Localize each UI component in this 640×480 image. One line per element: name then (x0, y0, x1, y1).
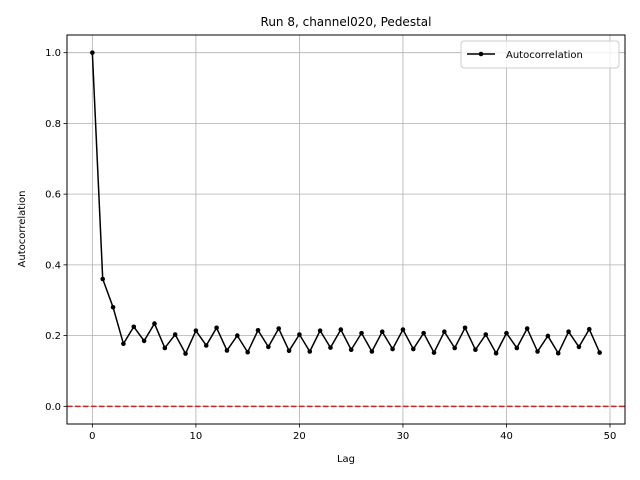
y-tick-label: 0.0 (45, 402, 61, 413)
legend-label: Autocorrelation (506, 50, 583, 61)
data-point (586, 326, 592, 332)
data-point (535, 349, 540, 354)
data-point (90, 50, 95, 55)
data-point (452, 345, 458, 351)
data-point (162, 345, 168, 351)
data-point (359, 330, 364, 336)
data-point (193, 328, 199, 333)
data-point (100, 276, 106, 282)
x-tick-label: 0 (89, 431, 95, 442)
data-point (245, 349, 250, 355)
legend-frame (460, 40, 620, 69)
data-point (214, 325, 219, 331)
data-point (297, 332, 302, 337)
x-tick-label: 40 (500, 431, 513, 442)
y-tick-label: 1.0 (45, 48, 61, 59)
data-point (545, 333, 551, 339)
data-point (234, 333, 240, 338)
data-point (307, 349, 313, 354)
data-point (597, 350, 602, 355)
data-point (276, 326, 282, 331)
data-point (493, 350, 499, 356)
data-point (555, 350, 561, 356)
x-tick-label: 50 (604, 431, 617, 442)
data-point (421, 330, 426, 336)
data-point (410, 346, 416, 352)
data-point (514, 345, 520, 351)
data-point (369, 349, 375, 354)
y-tick-label: 0.6 (45, 190, 61, 201)
data-point (141, 338, 147, 344)
data-point (576, 344, 582, 350)
axis-ticks: 0 10 20 30 40 50 0.0 0.2 0.4 0.6 0.8 1.0 (45, 48, 616, 442)
chart-title: Run 8, channel020, Pedestal (261, 15, 432, 29)
x-tick-label: 30 (397, 431, 410, 442)
data-point (504, 330, 509, 336)
legend: Autocorrelation (460, 40, 620, 69)
data-point (462, 325, 468, 331)
data-point (524, 326, 530, 331)
data-point (224, 348, 230, 353)
plot-area-frame (66, 34, 626, 425)
legend-marker-swatch (478, 51, 484, 57)
data-point (338, 327, 344, 332)
data-point (152, 321, 157, 326)
data-point (121, 341, 126, 347)
x-tick-label: 10 (190, 431, 203, 442)
data-point (131, 324, 137, 330)
data-point (110, 305, 116, 310)
y-tick-label: 0.2 (45, 331, 61, 342)
y-tick-label: 0.4 (45, 260, 61, 271)
x-tick-label: 20 (293, 431, 306, 442)
autocorrelation-series-line (91, 52, 601, 355)
data-point (483, 332, 489, 337)
data-point (203, 343, 209, 348)
y-axis-label: Autocorrelation (17, 191, 28, 268)
data-point (566, 329, 571, 335)
data-point (442, 329, 447, 335)
data-point (172, 332, 178, 337)
data-point (390, 346, 395, 352)
data-point (400, 327, 406, 332)
data-point (255, 327, 261, 333)
x-axis-label: Lag (337, 454, 355, 465)
data-point (286, 348, 292, 354)
data-point (431, 350, 437, 355)
data-point (266, 344, 271, 350)
data-point (348, 347, 354, 353)
y-tick-label: 0.8 (45, 119, 61, 130)
data-point (183, 351, 188, 356)
data-point (379, 329, 385, 335)
data-point (328, 345, 333, 350)
series-layer (90, 50, 602, 356)
data-point (317, 328, 323, 333)
data-point (473, 347, 478, 353)
